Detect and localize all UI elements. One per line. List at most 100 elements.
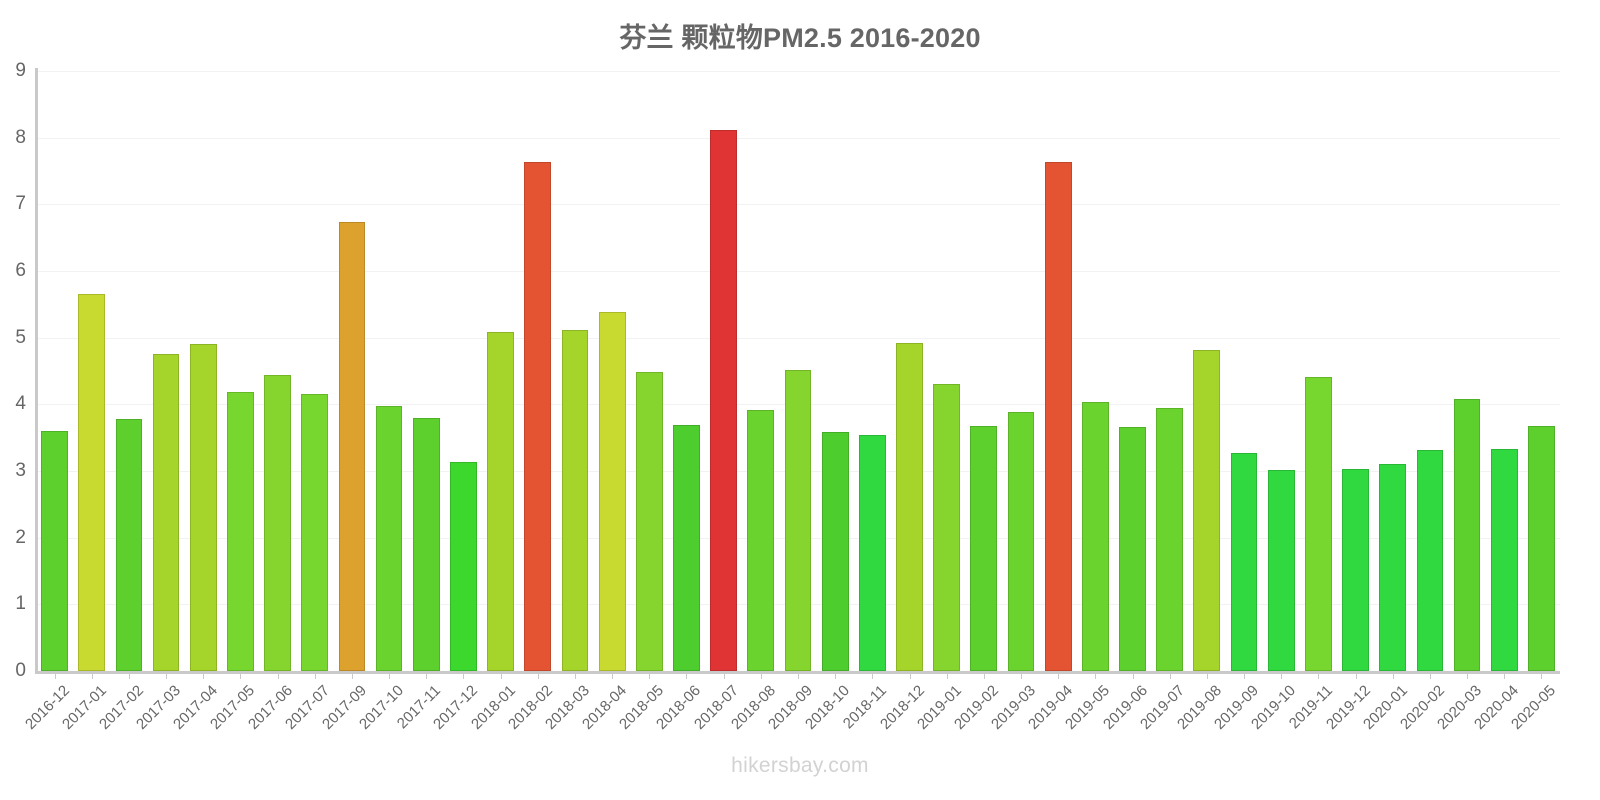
x-axis-tick-mark bbox=[128, 671, 130, 679]
bar[interactable] bbox=[1416, 450, 1444, 671]
bar[interactable] bbox=[1305, 377, 1332, 671]
gridline bbox=[36, 71, 1560, 72]
bar[interactable] bbox=[1156, 408, 1184, 671]
y-axis-tick-label: 8 bbox=[15, 126, 26, 148]
x-axis-tick-mark bbox=[537, 671, 539, 679]
bar[interactable] bbox=[375, 405, 403, 671]
x-axis-tick-mark bbox=[1206, 671, 1208, 679]
x-axis-tick-mark bbox=[723, 671, 725, 679]
bar[interactable] bbox=[1193, 349, 1221, 671]
bar[interactable] bbox=[858, 435, 886, 671]
bar[interactable] bbox=[747, 409, 775, 671]
bar[interactable] bbox=[189, 344, 217, 671]
bar[interactable] bbox=[1119, 427, 1146, 671]
y-axis-tick-label: 5 bbox=[15, 326, 26, 348]
x-axis-tick-mark bbox=[798, 671, 799, 679]
gridline bbox=[36, 271, 1560, 272]
gridline bbox=[36, 137, 1560, 139]
chart-title: 芬兰 颗粒物PM2.5 2016-2020 bbox=[619, 23, 981, 53]
x-axis-tick-mark bbox=[389, 671, 391, 679]
x-axis-tick-mark bbox=[166, 671, 168, 679]
x-axis-tick-mark bbox=[500, 671, 502, 679]
x-axis-tick-mark bbox=[1095, 671, 1097, 679]
y-axis-tick-label: 3 bbox=[15, 460, 26, 481]
bar[interactable] bbox=[227, 392, 254, 671]
x-axis-tick-mark bbox=[1541, 671, 1543, 679]
x-axis-tick-mark bbox=[1132, 671, 1134, 679]
x-axis-tick-mark bbox=[426, 671, 428, 679]
bar[interactable] bbox=[78, 293, 106, 671]
bar[interactable] bbox=[970, 426, 998, 671]
y-axis-tick-label: 4 bbox=[15, 393, 26, 415]
x-axis-tick-mark bbox=[1058, 671, 1060, 679]
bar[interactable] bbox=[710, 129, 738, 671]
x-axis-tick-mark bbox=[909, 671, 911, 679]
bar[interactable] bbox=[264, 375, 291, 671]
y-axis-tick-label: 1 bbox=[15, 593, 26, 615]
bar[interactable] bbox=[41, 431, 68, 671]
bar-series bbox=[36, 71, 1560, 671]
bar[interactable] bbox=[1453, 399, 1481, 671]
source-watermark: hikersbay.com bbox=[731, 754, 869, 777]
x-axis-tick-mark bbox=[1169, 671, 1171, 679]
bar[interactable] bbox=[301, 394, 329, 671]
bar[interactable] bbox=[1081, 402, 1109, 671]
x-axis-tick-mark bbox=[946, 671, 948, 679]
x-axis-tick-mark bbox=[872, 671, 874, 679]
x-axis-tick-mark bbox=[1429, 671, 1431, 679]
x-axis-tick-mark bbox=[240, 671, 242, 679]
bar[interactable] bbox=[1528, 425, 1555, 671]
bar[interactable] bbox=[598, 311, 626, 671]
x-axis-tick-mark bbox=[351, 671, 353, 679]
x-axis-tick-mark bbox=[760, 671, 762, 679]
x-axis-tick-mark bbox=[277, 671, 279, 679]
y-axis-tick-label: 9 bbox=[15, 60, 26, 81]
bar[interactable] bbox=[933, 383, 961, 671]
x-axis-tick-mark bbox=[1318, 671, 1320, 679]
x-axis-tick-mark bbox=[1244, 671, 1246, 679]
bar[interactable] bbox=[673, 425, 700, 671]
bar[interactable] bbox=[487, 331, 514, 671]
x-axis-tick-mark bbox=[314, 671, 316, 679]
bar[interactable] bbox=[784, 369, 812, 671]
x-axis-tick-mark bbox=[835, 671, 837, 679]
bar[interactable] bbox=[115, 419, 143, 671]
x-axis-tick-mark bbox=[54, 671, 56, 679]
bar[interactable] bbox=[561, 329, 589, 671]
bar[interactable] bbox=[635, 372, 663, 671]
bar[interactable] bbox=[1342, 469, 1369, 671]
y-axis-tick-label: 7 bbox=[15, 193, 26, 215]
bar[interactable] bbox=[1379, 463, 1407, 671]
x-axis-tick-mark bbox=[649, 671, 651, 679]
x-axis-tick-mark bbox=[91, 671, 93, 679]
x-axis-tick-mark bbox=[1355, 671, 1357, 679]
y-axis-tick-label: 2 bbox=[15, 526, 26, 548]
x-axis-tick-mark bbox=[463, 671, 465, 679]
x-axis-tick-mark bbox=[1021, 671, 1023, 679]
y-axis-tick-label: 6 bbox=[15, 260, 26, 281]
x-axis-tick-mark bbox=[686, 671, 688, 679]
bar[interactable] bbox=[1044, 161, 1072, 671]
bar[interactable] bbox=[1267, 470, 1295, 671]
x-axis-tick-mark bbox=[1504, 671, 1506, 679]
x-axis-tick-mark bbox=[983, 671, 985, 679]
bar[interactable] bbox=[524, 162, 552, 671]
bar[interactable] bbox=[821, 432, 849, 671]
bar[interactable] bbox=[338, 222, 366, 671]
x-axis-tick-mark bbox=[574, 671, 576, 679]
y-axis-line bbox=[35, 68, 38, 674]
bar[interactable] bbox=[1490, 449, 1518, 671]
bar[interactable] bbox=[450, 462, 477, 671]
x-axis-tick-mark bbox=[1281, 671, 1283, 679]
x-axis-tick-mark bbox=[203, 671, 205, 679]
bar[interactable] bbox=[896, 343, 923, 671]
bar[interactable] bbox=[1230, 453, 1258, 671]
x-axis-tick-mark bbox=[1467, 671, 1469, 679]
bar[interactable] bbox=[412, 417, 440, 671]
bar[interactable] bbox=[152, 354, 180, 671]
x-axis-tick-mark bbox=[612, 671, 614, 679]
bar[interactable] bbox=[1007, 411, 1035, 671]
gridline bbox=[36, 204, 1560, 206]
gridline bbox=[36, 337, 1560, 339]
